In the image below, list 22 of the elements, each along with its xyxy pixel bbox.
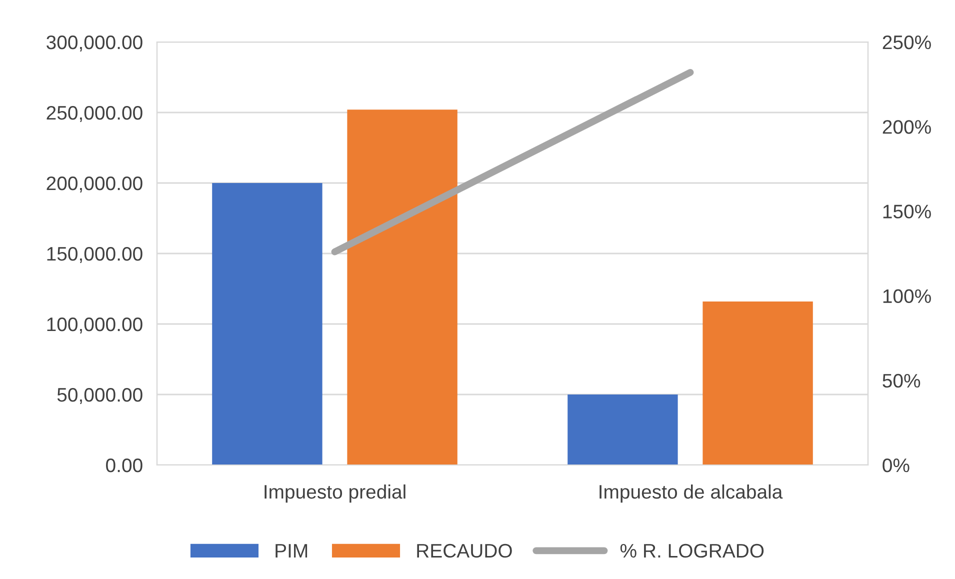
y-tick-label: 150,000.00	[47, 246, 142, 264]
y-tick-label: 300,000.00	[46, 35, 142, 52]
legend-label: % R. LOGRADO	[620, 544, 764, 558]
legend-label: RECAUDO	[417, 544, 512, 558]
y2-tick-label: 200%	[882, 120, 931, 134]
bar	[347, 110, 458, 465]
y2-tick-label: 100%	[883, 289, 931, 304]
y2-tick-label: 0%	[882, 458, 910, 472]
y-tick-label: 200,000.00	[46, 176, 142, 193]
y-tick-label: 100,000.00	[47, 317, 142, 334]
y2-tick-label: 150%	[883, 204, 931, 218]
y2-tick-label: 250%	[882, 35, 931, 50]
y-tick-label: 50,000.00	[57, 388, 142, 404]
legend-label: PIM	[276, 544, 308, 558]
x-tick-label: Impuesto predial	[264, 484, 406, 503]
y-tick-label: 0.00	[106, 458, 142, 472]
y-tick-label: 250,000.00	[46, 106, 142, 122]
y2-tick-label: 50%	[882, 374, 920, 388]
bar	[702, 301, 813, 465]
x-tick-label: Impuesto de alcabala	[600, 484, 783, 503]
bar	[568, 394, 678, 465]
bar	[212, 183, 322, 465]
